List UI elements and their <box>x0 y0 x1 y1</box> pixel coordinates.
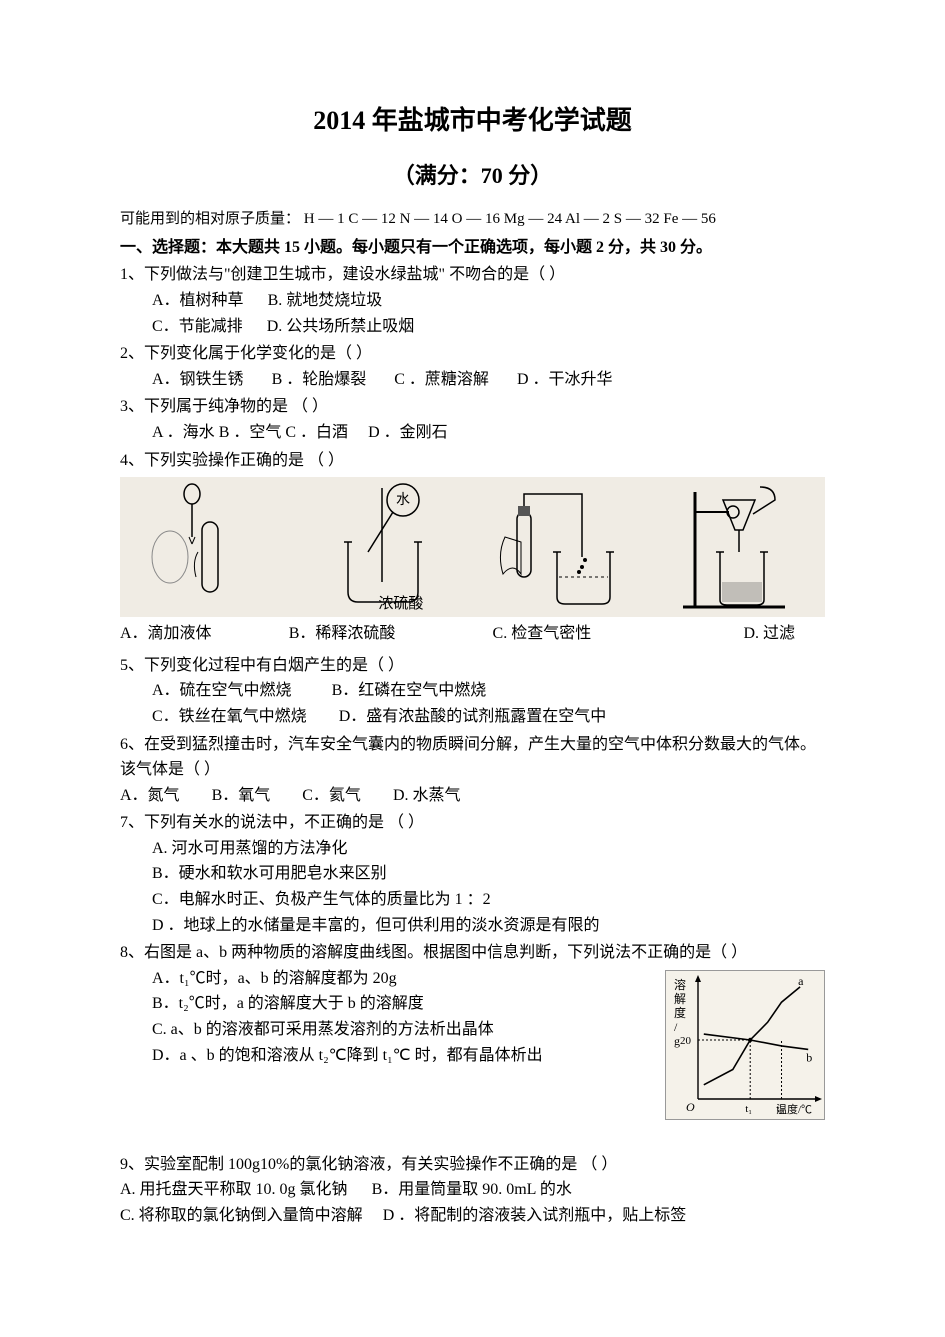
q6-opt-c: C．氦气 <box>302 787 361 804</box>
q4-diagram-c <box>477 481 647 613</box>
filter-diagram-icon <box>675 482 805 612</box>
q7-opt-a: A. 河水可用蒸馏的方法净化 <box>120 836 825 862</box>
solubility-chart-icon: 溶解度/g温度/℃O20t₁t₂ab <box>666 971 824 1119</box>
q6-stem: 6、在受到猛烈撞击时，汽车安全气囊内的物质瞬间分解，产生大量的空气中体积分数最大… <box>120 732 825 783</box>
q2-opt-a: A．钢铁生锈 <box>152 371 244 388</box>
water-label: 水 <box>396 492 410 508</box>
q1-stem: 1、下列做法与"创建卫生城市，建设水绿盐城" 不吻合的是（ ） <box>120 262 825 288</box>
q6-opt-a: A．氮气 <box>120 787 180 804</box>
page-title: 2014 年盐城市中考化学试题 <box>120 100 825 142</box>
q3-opt-c: C ．白酒 <box>285 424 348 441</box>
q2-opt-b: B ．轮胎爆裂 <box>272 371 367 388</box>
question-2: 2、下列变化属于化学变化的是（ ） A．钢铁生锈 B ．轮胎爆裂 C ．蔗糖溶解… <box>120 341 825 392</box>
q1-opt-a: A．植树种草 <box>152 292 244 309</box>
question-3: 3、下列属于纯净物的是 （ ） A ．海水 B ．空气 C ．白酒 D ．金刚石 <box>120 394 825 445</box>
svg-text:a: a <box>798 974 804 988</box>
q3-opt-d: D ．金刚石 <box>368 424 448 441</box>
question-1: 1、下列做法与"创建卫生城市，建设水绿盐城" 不吻合的是（ ） A．植树种草 B… <box>120 262 825 339</box>
q9-opt-b: B．用量筒量取 90. 0mL 的水 <box>372 1181 572 1198</box>
q7-stem: 7、下列有关水的说法中，不正确的是 （ ） <box>120 810 825 836</box>
svg-text:t₂: t₂ <box>777 1103 784 1115</box>
q9-opt-c: C. 将称取的氯化钠倒入量筒中溶解 <box>120 1207 363 1224</box>
q4-diagram-row: 水 浓硫酸 <box>120 477 825 617</box>
q3-opt-b: B ．空气 <box>219 424 282 441</box>
q6-opt-d: D. 水蒸气 <box>393 787 461 804</box>
svg-text:t₁: t₁ <box>745 1103 752 1115</box>
q4-label-row: A．滴加液体 B．稀释浓硫酸 C. 检查气密性 D. 过滤 <box>120 621 825 651</box>
q2-opt-c: C ．蔗糖溶解 <box>394 371 489 388</box>
svg-text:度: 度 <box>674 1005 686 1020</box>
dropper-diagram-icon <box>150 482 260 612</box>
q1-opt-c: C．节能减排 <box>152 318 243 335</box>
q3-opt-a: A ．海水 <box>152 424 215 441</box>
q5-opt-c: C．铁丝在氧气中燃烧 <box>152 708 307 725</box>
q5-opt-a: A．硫在空气中燃烧 <box>152 682 292 699</box>
q2-stem: 2、下列变化属于化学变化的是（ ） <box>120 341 825 367</box>
question-6: 6、在受到猛烈撞击时，汽车安全气囊内的物质瞬间分解，产生大量的空气中体积分数最大… <box>120 732 825 809</box>
q6-opt-b: B．氧气 <box>212 787 271 804</box>
q7-opt-c: C．电解水时正、负极产生气体的质量比为 1 ：2 <box>120 887 825 913</box>
question-7: 7、下列有关水的说法中，不正确的是 （ ） A. 河水可用蒸馏的方法净化 B．硬… <box>120 810 825 938</box>
q4-diagram-d <box>655 481 825 613</box>
svg-text:/: / <box>674 1020 678 1034</box>
q4-label-a: A．滴加液体 <box>120 621 289 647</box>
q4-label-c: C. 检查气密性 <box>458 621 627 647</box>
q7-opt-d: D ．地球上的水储量是丰富的，但可供利用的淡水资源是有限的 <box>120 913 825 939</box>
q4-stem: 4、下列实验操作正确的是 （ ） <box>120 448 825 474</box>
q1-opt-b: B. 就地焚烧垃圾 <box>268 292 383 309</box>
subtitle: （满分：70 分） <box>120 158 825 193</box>
q5-stem: 5、下列变化过程中有白烟产生的是（ ） <box>120 653 825 679</box>
q3-stem: 3、下列属于纯净物的是 （ ） <box>120 394 825 420</box>
question-8: 8、右图是 a、b 两种物质的溶解度曲线图。根据图中信息判断，下列说法不正确的是… <box>120 940 825 1120</box>
q4-diagram-b: 水 浓硫酸 <box>298 481 468 613</box>
svg-text:解: 解 <box>674 992 686 1006</box>
section-1-heading: 一、选择题：本大题共 15 小题。每小题只有一个正确选项，每小题 2 分，共 3… <box>120 235 825 261</box>
svg-text:20: 20 <box>680 1035 692 1047</box>
q9-opt-d: D ．将配制的溶液装入试剂瓶中，贴上标签 <box>383 1207 687 1224</box>
q5-opt-d: D．盛有浓盐酸的试剂瓶露置在空气中 <box>339 708 607 725</box>
svg-text:溶: 溶 <box>674 977 686 992</box>
q1-opt-d: D. 公共场所禁止吸烟 <box>267 318 415 335</box>
q4-diagram-a <box>120 481 290 613</box>
q9-stem: 9、实验室配制 100g10%的氯化钠溶液，有关实验操作不正确的是 （ ） <box>120 1152 825 1178</box>
q4-label-b: B．稀释浓硫酸 <box>289 621 458 647</box>
question-4: 4、下列实验操作正确的是 （ ） <box>120 448 825 651</box>
atomic-mass-line: 可能用到的相对原子质量： H — 1 C — 12 N — 14 O — 16 … <box>120 207 825 231</box>
q9-opt-a: A. 用托盘天平称取 10. 0g 氯化钠 <box>120 1181 348 1198</box>
q4-label-d: D. 过滤 <box>626 621 825 647</box>
svg-text:O: O <box>686 1100 695 1114</box>
svg-text:b: b <box>806 1050 812 1064</box>
q8-stem: 8、右图是 a、b 两种物质的溶解度曲线图。根据图中信息判断，下列说法不正确的是… <box>120 940 825 966</box>
q5-opt-b: B．红磷在空气中燃烧 <box>332 682 487 699</box>
q2-opt-d: D ．干冰升华 <box>517 371 613 388</box>
airtight-diagram-icon <box>487 482 637 612</box>
question-9: 9、实验室配制 100g10%的氯化钠溶液，有关实验操作不正确的是 （ ） A.… <box>120 1152 825 1229</box>
solubility-graph: 溶解度/g温度/℃O20t₁t₂ab <box>665 970 825 1120</box>
q7-opt-b: B．硬水和软水可用肥皂水来区别 <box>120 861 825 887</box>
acid-label: 浓硫酸 <box>378 592 423 616</box>
question-5: 5、下列变化过程中有白烟产生的是（ ） A．硫在空气中燃烧 B．红磷在空气中燃烧… <box>120 653 825 730</box>
